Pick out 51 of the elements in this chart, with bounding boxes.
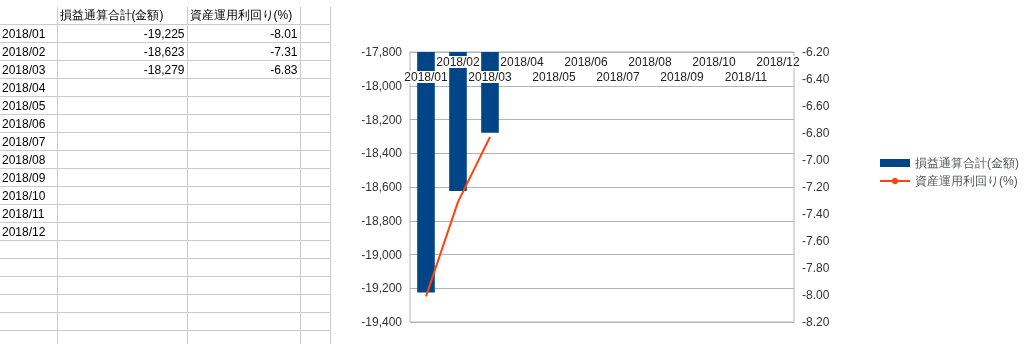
y-tick-label: -18,200 <box>361 112 403 127</box>
y-tick-label: -17,800 <box>361 45 403 59</box>
y-tick-label: -18,000 <box>361 78 403 93</box>
x-tick-label: 2018/05 <box>532 70 577 84</box>
data-label: -18,279 <box>57 60 187 79</box>
category-label: 2018/07 <box>0 132 57 151</box>
x-tick-label: 2018/03 <box>468 70 513 84</box>
legend-label: 資産運用利回り(%) <box>915 174 1018 188</box>
text: 損益通算合計(金額) <box>57 7 187 25</box>
category-label: 2018/11 <box>0 204 57 223</box>
y-tick-label: -19,200 <box>361 281 403 296</box>
x-tick-label: 2018/06 <box>564 55 609 69</box>
category-label: 2018/01 <box>0 24 57 43</box>
x-tick-label: 2018/12 <box>756 55 801 69</box>
y2-tick-label: -7.60 <box>802 234 830 248</box>
x-tick-label: 2018/02 <box>436 55 481 69</box>
x-tick-label: 2018/07 <box>596 70 641 84</box>
text: 資産運用利回り(%) <box>187 7 300 25</box>
x-tick-label: 2018/04 <box>500 55 545 69</box>
data-label: -8.01 <box>187 24 300 43</box>
data-label: -6.83 <box>187 60 300 79</box>
y2-tick-label: -7.00 <box>802 153 830 167</box>
x-tick-label: 2018/09 <box>660 70 705 84</box>
data-label: -18,623 <box>57 42 187 61</box>
data-label: -19,225 <box>57 24 187 43</box>
y2-tick-label: -6.60 <box>802 99 830 113</box>
y2-tick-label: -7.20 <box>802 180 830 194</box>
legend-label: 損益通算合計(金額) <box>915 156 1020 170</box>
x-tick-label: 2018/11 <box>724 70 768 84</box>
category-label: 2018/10 <box>0 186 57 205</box>
category-label: 2018/09 <box>0 168 57 187</box>
y2-tick-label: -6.40 <box>802 72 830 86</box>
y-tick-label: -18,600 <box>361 180 403 194</box>
y-tick-label: -18,800 <box>361 213 403 228</box>
category-label: 2018/08 <box>0 150 57 169</box>
y-tick-label: -18,400 <box>361 146 403 161</box>
x-tick-label: 2018/01 <box>404 70 449 84</box>
y2-tick-label: -6.80 <box>802 126 830 140</box>
category-label: 2018/05 <box>0 96 57 115</box>
y2-tick-label: -7.80 <box>802 261 830 275</box>
x-tick-label: 2018/10 <box>692 55 737 69</box>
category-label: 2018/12 <box>0 222 57 241</box>
data-label: -7.31 <box>187 42 300 61</box>
y2-tick-label: -7.40 <box>802 207 830 221</box>
x-tick-label: 2018/08 <box>628 55 673 69</box>
y2-tick-label: -6.20 <box>802 45 830 59</box>
category-label: 2018/06 <box>0 114 57 133</box>
y-tick-label: -19,400 <box>361 315 403 329</box>
y-tick-label: -19,000 <box>361 247 403 262</box>
y2-tick-label: -8.20 <box>802 315 830 329</box>
y2-tick-label: -8.00 <box>802 288 830 302</box>
